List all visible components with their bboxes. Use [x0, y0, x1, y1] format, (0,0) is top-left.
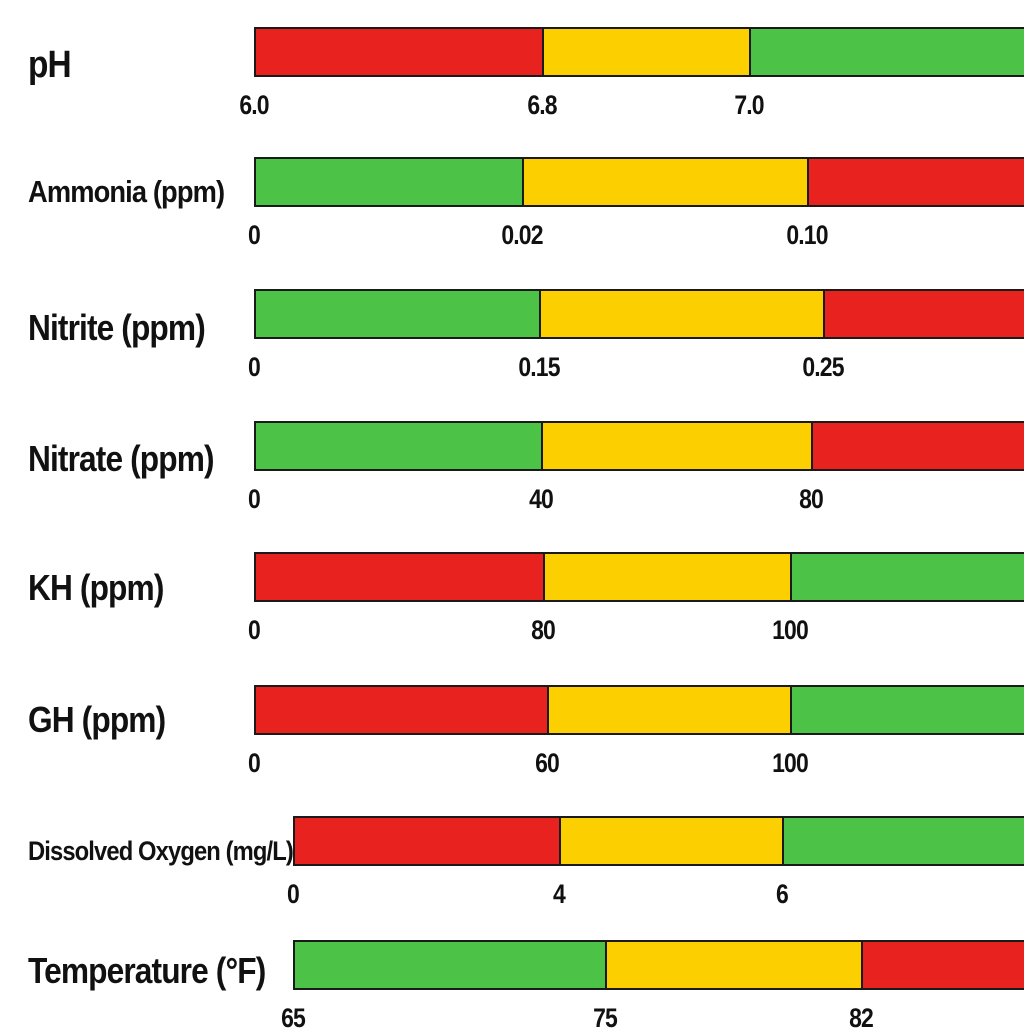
tick-label: 0.02: [501, 220, 543, 250]
tick-label: 0: [248, 615, 261, 645]
range-segment-yellow: [605, 942, 861, 988]
tick-label: 40: [529, 484, 554, 514]
range-segment-red: [861, 942, 1024, 988]
range-segment-red: [295, 818, 559, 864]
range-segment-green: [790, 554, 1024, 600]
range-segment-green: [256, 291, 539, 337]
tick-label: 7.0: [734, 90, 764, 120]
tick-label: 0: [248, 748, 261, 778]
range-segment-yellow: [559, 818, 782, 864]
tick-label: 80: [531, 615, 556, 645]
tick-label: 100: [772, 748, 809, 778]
tick-label: 6: [776, 879, 789, 909]
row-label-temperature-f: Temperature (°F): [28, 950, 266, 991]
range-bar-ph: [254, 27, 1024, 77]
row-label-kh-ppm: KH (ppm): [28, 567, 164, 608]
tick-label: 0.10: [786, 220, 828, 250]
tick-label: 0: [287, 879, 300, 909]
tick-label: 4: [553, 879, 566, 909]
range-segment-yellow: [542, 29, 749, 75]
range-segment-yellow: [522, 159, 807, 205]
range-segment-yellow: [543, 554, 790, 600]
tick-label: 0.15: [518, 352, 560, 382]
row-label-nitrate-ppm: Nitrate (ppm): [28, 438, 215, 479]
row-label-ammonia-ppm: Ammonia (ppm): [28, 174, 225, 209]
row-label-ph: pH: [28, 44, 72, 86]
range-bar-dissolved-oxygen-mg-l: [293, 816, 1024, 866]
range-segment-red: [811, 423, 1024, 469]
range-segment-green: [256, 423, 541, 469]
tick-label: 0.25: [802, 352, 844, 382]
range-segment-red: [807, 159, 1024, 205]
tick-label: 0: [248, 484, 261, 514]
tick-label: 100: [772, 615, 809, 645]
range-segment-yellow: [539, 291, 823, 337]
range-segment-yellow: [541, 423, 811, 469]
range-bar-ammonia-ppm: [254, 157, 1024, 207]
range-segment-green: [782, 818, 1024, 864]
tick-label: 0: [248, 352, 261, 382]
range-bar-gh-ppm: [254, 685, 1024, 735]
tick-label: 65: [281, 1003, 306, 1033]
tick-label: 82: [849, 1003, 874, 1033]
range-bar-nitrite-ppm: [254, 289, 1024, 339]
range-segment-green: [749, 29, 1024, 75]
row-label-dissolved-oxygen-mg-l: Dissolved Oxygen (mg/L): [28, 836, 294, 866]
row-label-nitrite-ppm: Nitrite (ppm): [28, 307, 206, 348]
tick-label: 60: [535, 748, 560, 778]
range-segment-red: [256, 554, 543, 600]
tick-label: 80: [799, 484, 824, 514]
range-segment-red: [256, 687, 547, 733]
tick-label: 6.0: [239, 90, 269, 120]
range-segment-yellow: [547, 687, 790, 733]
tick-label: 0: [248, 220, 261, 250]
tick-label: 6.8: [527, 90, 557, 120]
range-segment-red: [256, 29, 542, 75]
range-segment-green: [295, 942, 605, 988]
range-bar-temperature-f: [293, 940, 1024, 990]
range-segment-green: [790, 687, 1024, 733]
range-segment-green: [256, 159, 522, 205]
range-bar-kh-ppm: [254, 552, 1024, 602]
range-segment-red: [823, 291, 1024, 337]
row-label-gh-ppm: GH (ppm): [28, 699, 166, 740]
range-bar-nitrate-ppm: [254, 421, 1024, 471]
tick-label: 75: [593, 1003, 618, 1033]
